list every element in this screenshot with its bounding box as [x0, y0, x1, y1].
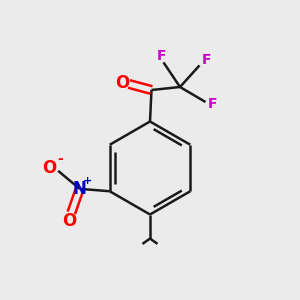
Text: O: O	[115, 74, 130, 92]
Text: N: N	[73, 180, 87, 198]
Text: -: -	[58, 152, 63, 167]
Text: F: F	[207, 97, 217, 110]
Text: O: O	[43, 159, 57, 177]
Text: +: +	[82, 176, 92, 186]
Text: F: F	[201, 53, 211, 67]
Text: O: O	[62, 212, 76, 230]
Text: F: F	[157, 49, 167, 63]
